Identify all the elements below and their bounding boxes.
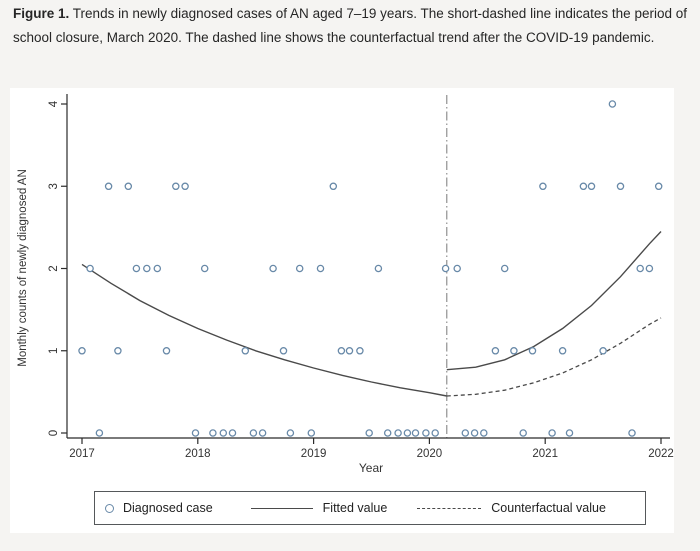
figure-caption: Figure 1. Trends in newly diagnosed case… bbox=[13, 2, 687, 50]
diagnosed-case-point bbox=[345, 347, 354, 355]
diagnosed-case-point bbox=[470, 429, 479, 437]
diagnosed-case-point bbox=[114, 347, 122, 355]
dashed-line-icon bbox=[417, 507, 482, 509]
diagnosed-case-point bbox=[241, 347, 250, 355]
diagnosed-case-point bbox=[480, 429, 488, 437]
diagnosed-case-point bbox=[219, 429, 228, 437]
x-tick-label: 2019 bbox=[301, 448, 327, 460]
diagnosed-case-point bbox=[95, 429, 104, 437]
diagnosed-case-point bbox=[461, 429, 470, 437]
diagnosed-case-point bbox=[279, 347, 288, 355]
diagnosed-case-point bbox=[153, 264, 162, 273]
diagnosed-case-point bbox=[249, 429, 258, 437]
diagnosed-case-point bbox=[394, 429, 402, 437]
diagnosed-case-point bbox=[191, 429, 200, 437]
x-tick-label: 2020 bbox=[417, 448, 443, 460]
y-tick-label: 1 bbox=[48, 348, 60, 354]
diagnosed-case-point bbox=[258, 429, 267, 437]
diagnosed-case-point bbox=[645, 264, 654, 273]
y-tick-label: 0 bbox=[48, 430, 60, 436]
diagnosed-case-point bbox=[337, 347, 346, 355]
x-axis-title: Year bbox=[359, 461, 383, 475]
diagnosed-case-point bbox=[86, 264, 94, 273]
diagnosed-case-point bbox=[411, 429, 420, 437]
diagnosed-case-point bbox=[519, 429, 527, 437]
y-axis-title: Monthly counts of newly diagnosed AN bbox=[17, 169, 29, 367]
diagnosed-case-point bbox=[200, 264, 209, 273]
diagnosed-case-point bbox=[172, 182, 180, 191]
diagnosed-case-point bbox=[383, 429, 392, 437]
y-tick-label: 3 bbox=[48, 183, 60, 189]
diagnosed-case-point bbox=[307, 429, 316, 437]
legend-item-fitted-value: Fitted value bbox=[250, 501, 388, 515]
diagnosed-case-point bbox=[356, 347, 364, 355]
diagnosed-case-point bbox=[491, 347, 500, 355]
legend-item-counterfactual-value: Counterfactual value bbox=[417, 501, 606, 515]
diagnosed-case-point bbox=[403, 429, 412, 437]
diagnosed-case-point bbox=[636, 264, 644, 273]
diagnosed-case-point bbox=[422, 429, 430, 437]
y-tick-label: 2 bbox=[48, 265, 60, 271]
legend-label: Fitted value bbox=[322, 501, 388, 515]
figure-caption-text: Trends in newly diagnosed cases of AN ag… bbox=[13, 6, 687, 45]
diagnosed-case-point bbox=[78, 347, 86, 355]
circle-marker-icon bbox=[105, 503, 114, 513]
diagnosed-case-point bbox=[269, 264, 277, 273]
diagnosed-case-point bbox=[616, 182, 625, 191]
chart-panel: 0 1 2 3 4 2017 2018 2019 2020 2021 2022 Monthly cou… bbox=[10, 88, 674, 533]
diagnosed-case-point bbox=[209, 429, 217, 437]
diagnosed-case-point bbox=[316, 264, 325, 273]
diagnosed-case-point bbox=[599, 347, 607, 355]
diagnosed-case-point bbox=[500, 264, 509, 273]
diagnosed-case-point bbox=[431, 429, 439, 437]
diagnosed-case-point bbox=[104, 182, 113, 191]
diagnosed-case-point bbox=[365, 429, 373, 437]
diagnosed-case-point bbox=[228, 429, 237, 437]
diagnosed-case-point bbox=[453, 264, 461, 273]
counterfactual-line bbox=[446, 317, 662, 397]
diagnosed-case-point bbox=[565, 429, 574, 437]
chart-legend: Diagnosed case Fitted value Counterfactu… bbox=[94, 491, 646, 525]
diagnosed-case-point bbox=[654, 182, 663, 191]
diagnosed-case-point bbox=[441, 264, 450, 273]
fitted-line-post bbox=[446, 231, 662, 371]
x-tick-label: 2018 bbox=[185, 448, 211, 460]
diagnosed-case-point bbox=[608, 100, 617, 108]
diagnosed-case-point bbox=[579, 182, 588, 191]
diagnosed-case-point bbox=[132, 264, 141, 273]
legend-label: Counterfactual value bbox=[491, 501, 606, 515]
diagnosed-case-point bbox=[548, 429, 556, 437]
chart-plot-area: 0 1 2 3 4 2017 2018 2019 2020 2021 2022 Monthly cou… bbox=[17, 94, 674, 475]
diagnosed-case-point bbox=[528, 347, 537, 355]
figure-caption-label: Figure 1. bbox=[13, 6, 70, 21]
diagnosed-case-point bbox=[628, 429, 636, 437]
solid-line-icon bbox=[250, 507, 313, 509]
diagnosed-case-point bbox=[329, 182, 338, 191]
fitted-line-pre bbox=[81, 263, 447, 397]
legend-label: Diagnosed case bbox=[123, 501, 213, 515]
x-tick-label: 2017 bbox=[69, 448, 95, 460]
diagnosed-case-point bbox=[539, 182, 547, 191]
diagnosed-case-point bbox=[162, 347, 171, 355]
diagnosed-case-point bbox=[558, 347, 567, 355]
diagnosed-case-point bbox=[124, 182, 133, 191]
diagnosed-case-point bbox=[143, 264, 151, 273]
x-tick-label: 2021 bbox=[532, 448, 558, 460]
diagnosed-case-point bbox=[181, 182, 189, 191]
diagnosed-case-point bbox=[374, 264, 383, 273]
diagnosed-case-point bbox=[587, 182, 596, 191]
legend-item-diagnosed-case: Diagnosed case bbox=[105, 501, 213, 515]
diagnosed-case-point bbox=[510, 347, 518, 355]
diagnosed-case-point bbox=[295, 264, 304, 273]
diagnosed-case-point bbox=[286, 429, 295, 437]
x-tick-label: 2022 bbox=[648, 448, 674, 460]
y-tick-label: 4 bbox=[48, 100, 60, 107]
